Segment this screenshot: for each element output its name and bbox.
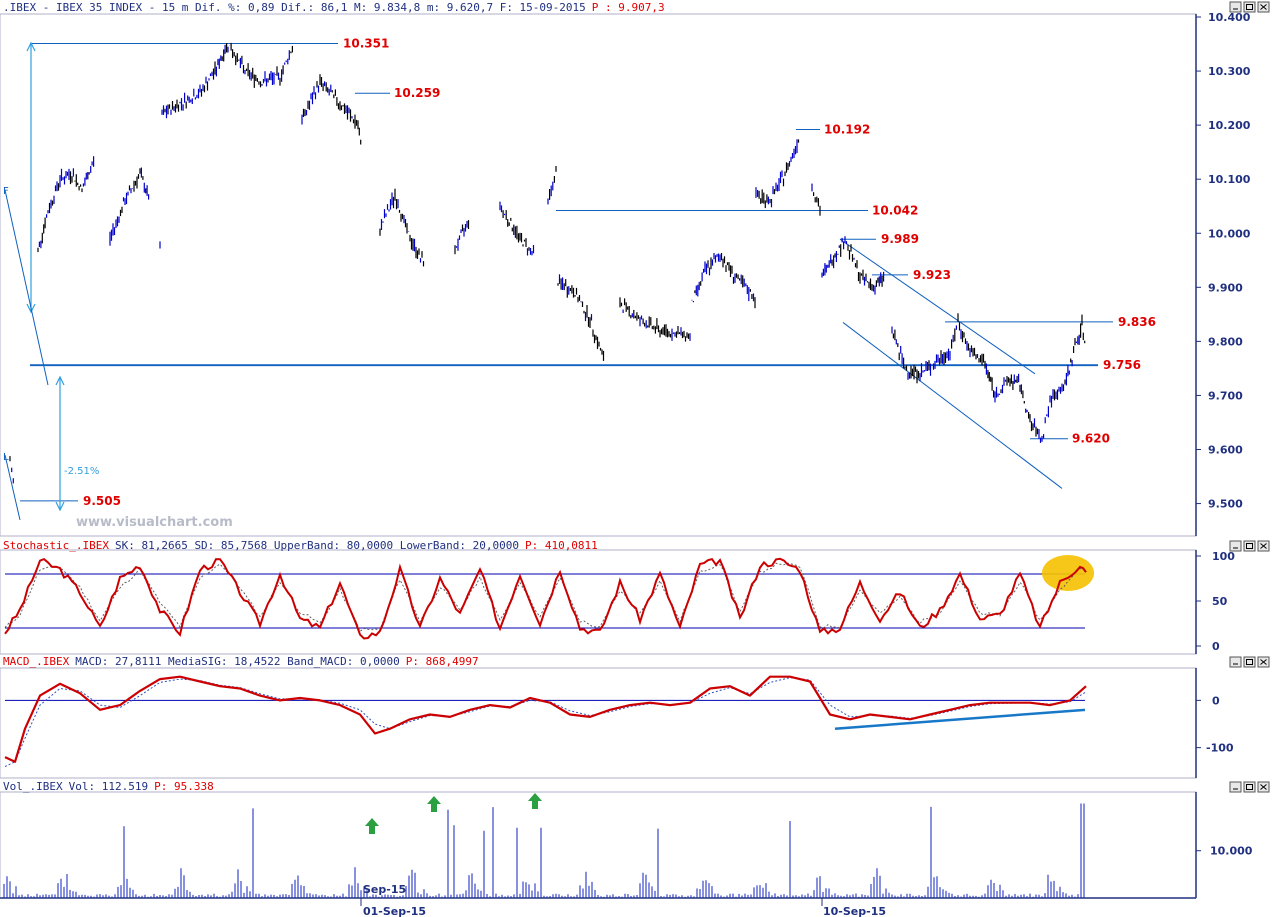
channel-line (842, 322, 1063, 489)
level-label: 9.989 (881, 232, 919, 246)
stoch-axis-label: 50 (1212, 595, 1228, 608)
stoch-sk-line (4, 557, 1087, 640)
stoch-axis-label: 0 (1212, 640, 1220, 653)
maximize-button[interactable] (1243, 781, 1256, 793)
retrace-percent-label: -2.51% (64, 466, 99, 477)
retrace-arrow-head (55, 501, 65, 512)
range-arrow-head (26, 303, 36, 314)
macd-axis-label: 0 (1212, 694, 1220, 707)
stoch-sd-line (4, 562, 1087, 633)
stochastic-highlight (1042, 555, 1094, 591)
level-label: 10.042 (872, 204, 918, 218)
macd-plot: 0 -100 (4, 675, 1234, 767)
price-header: .IBEX - IBEX 35 INDEX - 15 m Dif. %: 0,8… (3, 1, 665, 14)
price-axis-label: 10.400 (1208, 11, 1251, 24)
price-panel-buttons (1229, 1, 1270, 13)
stochastic-panel-frame (0, 549, 1197, 655)
price-axis-label: 10.300 (1208, 65, 1251, 78)
price-axis: 10.400 10.300 10.200 10.100 10.000 9.900 9.800… (1196, 11, 1251, 511)
level-label: 10.192 (824, 122, 870, 136)
date-label-01-sep: 01-Sep-15 (363, 905, 426, 917)
minimize-button[interactable] (1229, 781, 1242, 793)
level-label: 10.259 (394, 86, 440, 100)
close-button[interactable] (1257, 1, 1270, 13)
fib-mark-l: L (3, 452, 9, 463)
level-label: 9.620 (1072, 432, 1110, 446)
maximize-button[interactable] (1243, 540, 1256, 552)
macd-support-line (834, 708, 1086, 730)
overlap-date-label: Sep-15 (363, 883, 406, 896)
level-label: 10.351 (343, 36, 389, 50)
close-button[interactable] (1257, 656, 1270, 668)
date-label-10-sep: 10-Sep-15 (823, 905, 886, 917)
stochastic-plot: 100 50 0 (5, 550, 1235, 653)
maximize-button[interactable] (1243, 656, 1256, 668)
volume-arrows (365, 793, 542, 834)
price-axis-label: 9.500 (1208, 498, 1243, 511)
stochastic-plot-top (4, 557, 1087, 640)
range-arrow-head (26, 41, 36, 52)
close-button[interactable] (1257, 781, 1270, 793)
price-axis-label: 9.700 (1208, 389, 1243, 402)
price-axis-label: 9.900 (1208, 281, 1243, 294)
price-annotations: -2.51% F L (3, 41, 99, 521)
stochastic-panel-buttons (1229, 540, 1270, 552)
price-axis-label: 10.200 (1208, 119, 1251, 132)
price-panel-frame (0, 13, 1197, 537)
price-bars (9, 42, 1086, 484)
macd-panel-buttons (1229, 656, 1270, 668)
level-label: 9.923 (913, 268, 951, 282)
fib-mark-f: F (3, 186, 9, 197)
volume-plot: 10.000 (3, 803, 1253, 898)
price-axis-label: 9.600 (1208, 444, 1243, 457)
price-axis-label: 9.800 (1208, 335, 1243, 348)
level-label: 9.505 (83, 494, 121, 508)
volume-header: Vol_.IBEX Vol: 112.519 P: 95.338 (3, 780, 214, 793)
up-arrow-icon (427, 796, 441, 812)
macd-axis-label: -100 (1206, 742, 1234, 755)
macd-panel-frame (0, 667, 1197, 779)
volume-axis-label: 10.000 (1210, 845, 1253, 858)
minimize-button[interactable] (1229, 540, 1242, 552)
channel-line (839, 238, 1036, 375)
level-label: 9.756 (1103, 358, 1141, 372)
up-arrow-icon (365, 818, 379, 834)
macd-header: MACD_.IBEX MACD: 27,8111 MediaSIG: 18,452… (3, 655, 479, 668)
level-label: 9.836 (1118, 315, 1156, 329)
price-levels: 10.351 10.259 10.192 10.042 9.989 9.923 9.836 9… (20, 36, 1156, 508)
up-arrow-icon (528, 793, 542, 809)
price-axis-label: 10.100 (1208, 173, 1251, 186)
macd-line (4, 675, 1087, 763)
minimize-button[interactable] (1229, 656, 1242, 668)
volume-panel-frame (0, 791, 1197, 899)
fib-diagonal (4, 189, 49, 386)
stoch-axis-label: 100 (1212, 550, 1235, 563)
volume-panel-buttons (1229, 781, 1270, 793)
close-button[interactable] (1257, 540, 1270, 552)
minimize-button[interactable] (1229, 1, 1242, 13)
maximize-button[interactable] (1243, 1, 1256, 13)
stochastic-header: Stochastic_.IBEX SK: 81,2665 SD: 85,7568 … (3, 539, 598, 552)
watermark: www.visualchart.com (76, 515, 233, 530)
retrace-arrow-head (55, 375, 65, 386)
price-axis-label: 10.000 (1208, 227, 1251, 240)
fib-diagonal (4, 454, 21, 521)
